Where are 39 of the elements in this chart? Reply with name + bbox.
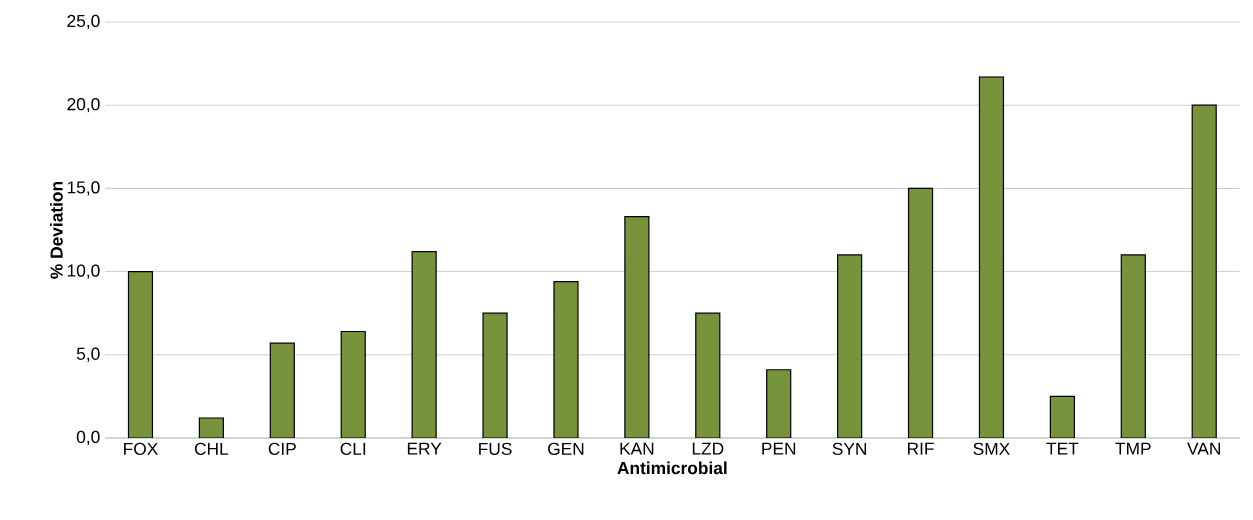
x-tick-label: CLI: [340, 442, 366, 455]
x-tick-label: PEN: [762, 442, 796, 455]
bar: [695, 312, 721, 438]
x-tick-label: SYN: [832, 442, 867, 455]
x-tick-label: VAN: [1187, 442, 1220, 455]
bar: [837, 254, 863, 438]
x-tick-label: FUS: [479, 442, 512, 455]
y-tick-label: 15,0: [67, 181, 100, 196]
x-tick-label: KAN: [620, 442, 654, 455]
bar: [1120, 254, 1146, 438]
x-tick-label: TET: [1046, 442, 1079, 455]
x-tick-label: LZD: [692, 442, 724, 455]
x-tick-label: CHL: [194, 442, 229, 455]
y-tick-label: 25,0: [67, 14, 100, 30]
bar: [624, 216, 650, 438]
x-tick-label: GEN: [548, 442, 584, 455]
x-tick-label: FOX: [124, 442, 158, 455]
bar: [553, 280, 579, 438]
x-axis-title: Antimicrobial: [617, 461, 727, 475]
bar: [1191, 104, 1217, 438]
bar: [766, 369, 792, 438]
bar: [978, 76, 1005, 438]
y-axis-title: % Deviation: [50, 181, 63, 279]
bar: [411, 251, 437, 438]
bar: [1049, 395, 1075, 438]
y-tick-label: 0,0: [76, 430, 100, 446]
x-tick-label: SMX: [973, 442, 1010, 455]
y-tick-label: 5,0: [76, 347, 100, 362]
bar: [482, 312, 508, 438]
x-tick-label: ERY: [407, 442, 442, 455]
bar: [340, 330, 366, 438]
x-tick-label: TMP: [1115, 442, 1151, 455]
y-tick-label: 20,0: [67, 98, 100, 113]
y-tick-label: 10,0: [67, 264, 100, 279]
x-tick-label: RIF: [908, 442, 934, 455]
bar: [127, 270, 154, 438]
bar: [269, 342, 295, 438]
x-tick-label: CIP: [268, 442, 296, 455]
bar: [907, 187, 934, 438]
